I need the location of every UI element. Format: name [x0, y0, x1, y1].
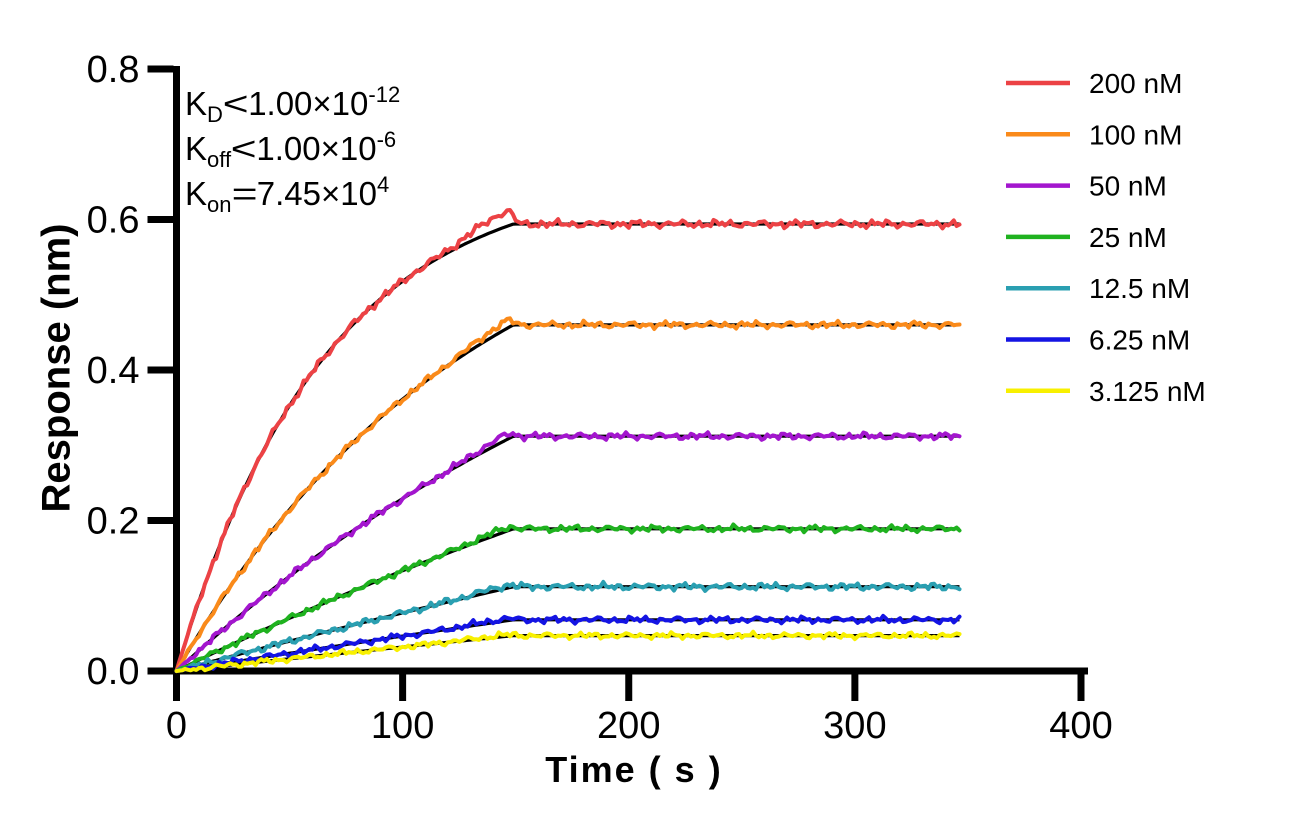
- legend-label: 3.125 nM: [1089, 376, 1206, 407]
- legend-label: 6.25 nM: [1089, 325, 1190, 356]
- legend-label: 200 nM: [1089, 68, 1182, 99]
- kinetics-line: Kon=7.45×104: [185, 162, 400, 217]
- axes: 0 100 200 300 400 0.0 0.2 0.4 0.6 0.8: [87, 49, 1113, 747]
- fit-line: [175, 527, 960, 673]
- relation-operator: <: [222, 85, 249, 122]
- y-tick-label: 0.2: [87, 501, 140, 543]
- constant-symbol: K: [185, 175, 208, 212]
- x-axis-title: Time ( s ): [545, 749, 723, 790]
- x-tick-label: 200: [597, 705, 660, 747]
- fit-curves: [174, 222, 960, 673]
- y-tick-label: 0.4: [87, 350, 140, 392]
- constant-subscript: on: [207, 192, 232, 217]
- x-tick-label: 400: [1049, 705, 1112, 747]
- fit-line: [176, 618, 960, 673]
- value-mantissa: 1.00×10: [256, 130, 377, 167]
- y-tick-label: 0.6: [87, 200, 140, 242]
- value-exponent: -6: [376, 127, 397, 152]
- trace-100-nM: [174, 316, 962, 673]
- kinetics-line: Koff<1.00×10-6: [185, 117, 400, 172]
- x-tick-label: 100: [371, 705, 434, 747]
- y-axis-title: Response (nm): [34, 223, 79, 513]
- trace-200-nM: [174, 208, 962, 673]
- value-exponent: -12: [368, 82, 401, 107]
- y-tick-label: 0.0: [87, 651, 140, 693]
- x-tick-label: 300: [823, 705, 886, 747]
- legend-label: 12.5 nM: [1089, 273, 1190, 304]
- data-traces: [174, 208, 962, 673]
- trace-12-5-nM: [174, 579, 962, 673]
- kinetics-line: KD<1.00×10-12: [185, 72, 401, 127]
- trace-25-nM: [174, 522, 962, 673]
- y-tick-label: 0.8: [87, 49, 140, 91]
- relation-operator: <: [230, 130, 257, 167]
- constant-subscript: off: [207, 147, 232, 172]
- value-mantissa: 7.45×10: [256, 175, 377, 212]
- fit-line: [174, 222, 960, 672]
- kinetics-annotation: KD<1.00×10-12 Koff<1.00×10-6 Kon=7.45×104: [185, 72, 401, 217]
- trace-50-nM: [174, 430, 962, 673]
- value-mantissa: 1.00×10: [248, 85, 369, 122]
- constant-subscript: D: [207, 102, 223, 127]
- trace-3-125-nM: [174, 629, 962, 673]
- constant-symbol: K: [185, 130, 208, 167]
- value-exponent: 4: [377, 172, 390, 197]
- trace-6-25-nM: [174, 613, 962, 673]
- constant-symbol: K: [185, 85, 208, 122]
- relation-operator: =: [231, 175, 258, 212]
- legend-label: 25 nM: [1089, 222, 1167, 253]
- x-tick-label: 0: [166, 705, 187, 747]
- legend-label: 100 nM: [1089, 119, 1182, 150]
- legend-label: 50 nM: [1089, 171, 1167, 202]
- legend: 200 nM 100 nM 50 nM 25 nM 12.5 nM 6.25 nM 3.12…: [1006, 68, 1206, 407]
